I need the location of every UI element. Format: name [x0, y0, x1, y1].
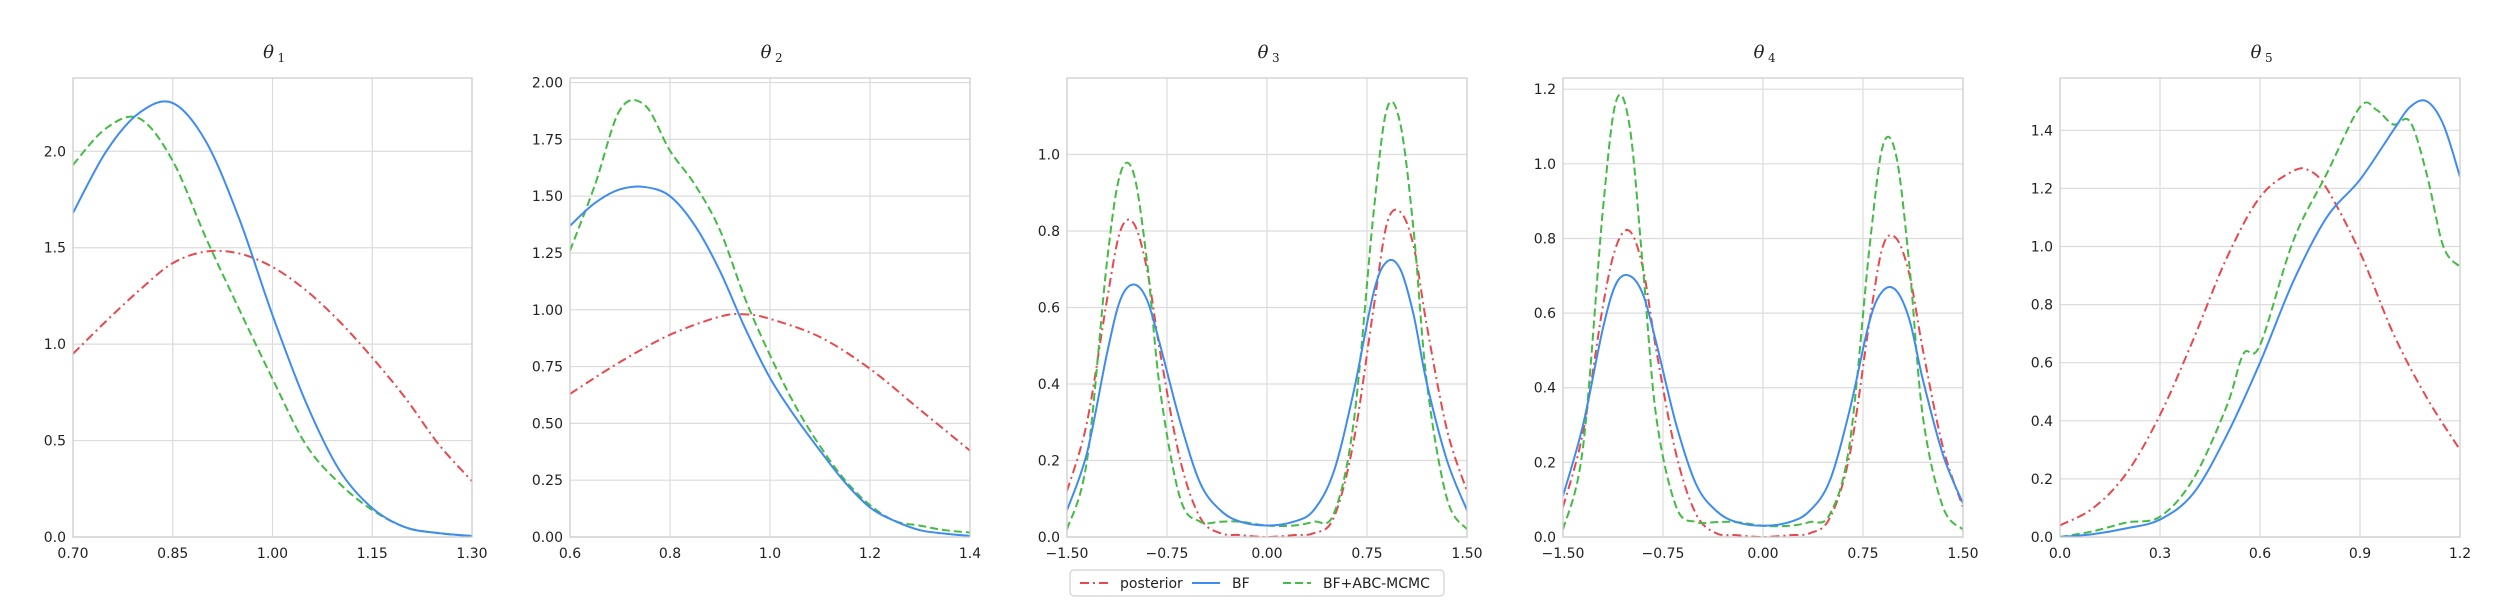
x-tick-label: 0.6 [559, 546, 581, 562]
x-tick-label: 0.9 [2349, 546, 2371, 562]
panel-theta-1: 0.70 0.85 1.00 1.15 1.30 0.0 0.5 1.0 1.5 2.0 θ 1 [44, 42, 488, 562]
y-tick-label: 0.8 [1534, 231, 1556, 247]
x-tick-label: −1.50 [1542, 546, 1585, 562]
series-line-bf [1563, 273, 1963, 527]
y-tick-label: 0.2 [2031, 472, 2053, 488]
y-tick-label: 0.4 [1038, 377, 1060, 393]
y-tick-label: 0.0 [2031, 530, 2053, 546]
y-tick-label: 1.50 [532, 189, 563, 205]
panel-title: θ [761, 42, 772, 63]
x-tick-label: 0.75 [1847, 546, 1878, 562]
y-tick-label: 0.4 [2031, 414, 2053, 430]
y-tick-label: 1.0 [1534, 157, 1556, 173]
panel-title-subscript: 3 [1272, 51, 1280, 65]
axes-frame [72, 77, 473, 538]
y-tick-label: 0.2 [1038, 454, 1060, 470]
x-tick-label: 1.2 [2449, 546, 2471, 562]
series-line-posterior [570, 312, 970, 452]
legend-label: BF [1232, 576, 1250, 592]
y-tick-label: 0.25 [532, 473, 563, 489]
panel-title-subscript: 4 [1768, 51, 1776, 65]
panel-title: θ [2251, 42, 2262, 63]
legend-label: BF+ABC-MCMC [1323, 576, 1430, 592]
y-tick-label: 0.0 [1534, 530, 1556, 546]
panel-theta-5: 0.0 0.3 0.6 0.9 1.2 0.0 0.2 0.4 0.6 0.8 1.0 1.2 1.4 θ… [2031, 42, 2471, 562]
panel-theta-3: −1.50 −0.75 0.00 0.75 1.50 0.0 0.2 0.4 0.6 0.8 1.0… [1038, 42, 1483, 562]
y-tick-label: 0.8 [2031, 298, 2053, 314]
axes-frame [1066, 77, 1468, 538]
x-tick-label: 1.15 [357, 546, 388, 562]
y-tick-label: 2.0 [44, 144, 66, 160]
y-tick-label: 1.0 [44, 337, 66, 353]
series-line-bf [1067, 258, 1467, 527]
y-tick-label: 2.00 [532, 76, 563, 92]
x-tick-label: 0.85 [157, 546, 188, 562]
y-tick-label: 1.5 [44, 241, 66, 257]
x-tick-label: 1.4 [959, 546, 981, 562]
x-tick-label: 1.50 [1451, 546, 1482, 562]
x-tick-label: 1.2 [859, 546, 881, 562]
y-tick-label: 0.6 [2031, 356, 2053, 372]
panel-title: θ [263, 42, 274, 63]
panel-theta-4: −1.50 −0.75 0.00 0.75 1.50 0.0 0.2 0.4 0.6 0.8 1.0… [1534, 42, 1979, 562]
x-tick-label: 0.00 [1747, 546, 1778, 562]
y-tick-label: 0.50 [532, 416, 563, 432]
x-tick-label: 0.00 [1251, 546, 1282, 562]
y-tick-label: 1.0 [2031, 239, 2053, 255]
x-tick-label: 0.3 [2149, 546, 2171, 562]
axes-frame [1562, 77, 1964, 538]
series-line-bf [570, 185, 970, 537]
x-tick-label: 1.00 [257, 546, 288, 562]
x-tick-label: 0.8 [659, 546, 681, 562]
x-tick-label: 0.0 [2049, 546, 2071, 562]
y-tick-label: 1.2 [2031, 181, 2053, 197]
y-tick-label: 1.4 [2031, 123, 2053, 139]
series-line-bf-abc-mcmc [73, 115, 472, 537]
panel-title-subscript: 1 [278, 51, 286, 65]
x-tick-label: 1.0 [759, 546, 781, 562]
axes-frame [569, 77, 971, 538]
x-tick-label: 0.6 [2249, 546, 2271, 562]
y-tick-label: 0.0 [1038, 530, 1060, 546]
y-tick-label: 0.00 [532, 530, 563, 546]
y-tick-label: 1.0 [1038, 148, 1060, 164]
panel-title-subscript: 5 [2265, 51, 2273, 65]
series-line-bf [2060, 99, 2460, 537]
panel-title-subscript: 2 [775, 51, 783, 65]
x-tick-label: 0.70 [57, 546, 88, 562]
y-tick-label: 0.8 [1038, 224, 1060, 240]
series-line-bf-abc-mcmc [2060, 101, 2460, 537]
legend: posterior BF BF+ABC-MCMC [1069, 569, 1445, 597]
legend-label: posterior [1120, 576, 1183, 592]
series-line-posterior [2060, 167, 2460, 527]
x-tick-label: 0.75 [1351, 546, 1382, 562]
x-tick-label: 1.30 [456, 546, 487, 562]
x-tick-label: −0.75 [1642, 546, 1685, 562]
y-tick-label: 0.5 [44, 434, 66, 450]
y-tick-label: 0.6 [1534, 306, 1556, 322]
legend-box [1069, 569, 1445, 597]
x-tick-label: −1.50 [1046, 546, 1089, 562]
y-tick-label: 1.00 [532, 303, 563, 319]
y-tick-label: 1.2 [1534, 82, 1556, 98]
panel-title: θ [1754, 42, 1765, 63]
y-tick-label: 1.25 [532, 246, 563, 262]
y-tick-label: 1.75 [532, 132, 563, 148]
y-tick-label: 0.0 [44, 530, 66, 546]
axes-frame [2059, 77, 2461, 538]
panel-theta-2: 0.6 0.8 1.0 1.2 1.4 0.00 0.25 0.50 0.75 1.00 1.25 1… [532, 42, 981, 562]
x-tick-label: 1.50 [1947, 546, 1978, 562]
series-line-bf [73, 100, 472, 537]
y-tick-label: 0.6 [1038, 301, 1060, 317]
y-tick-label: 0.2 [1534, 455, 1556, 471]
x-tick-label: −0.75 [1146, 546, 1189, 562]
panel-title: θ [1258, 42, 1269, 63]
y-tick-label: 0.75 [532, 360, 563, 376]
y-tick-label: 0.4 [1534, 381, 1556, 397]
